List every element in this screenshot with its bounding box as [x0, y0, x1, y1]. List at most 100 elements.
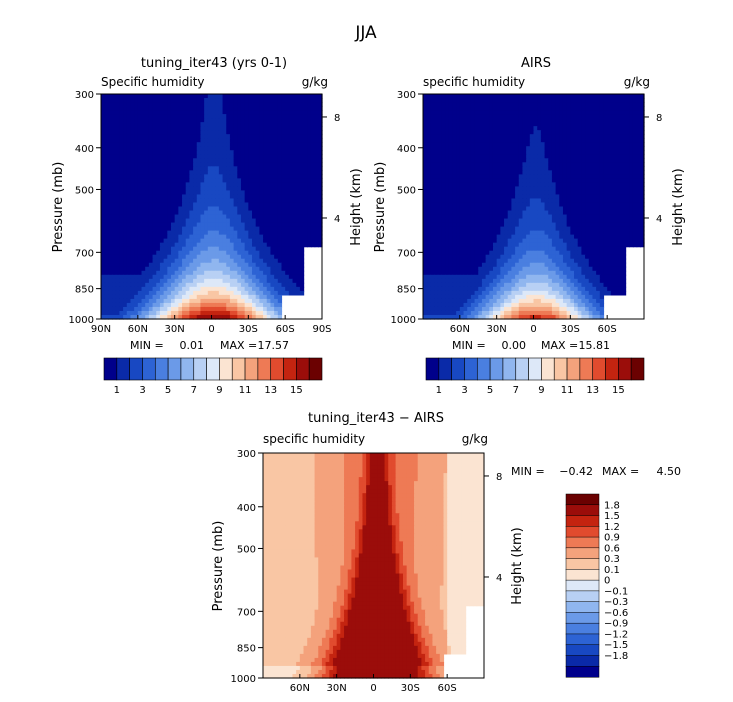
field-cell [299, 190, 305, 196]
field-cell [141, 302, 146, 308]
field-cell [189, 198, 194, 204]
field-cell [445, 94, 450, 99]
field-cell [423, 178, 428, 183]
field-cell [292, 274, 297, 280]
field-cell [119, 278, 124, 284]
field-cell [618, 190, 623, 196]
field-cell [288, 162, 294, 167]
field-cell [277, 166, 283, 171]
field-cell [610, 186, 616, 192]
field-cell [526, 94, 531, 99]
field-cell [555, 102, 560, 107]
field-cell [137, 182, 143, 188]
field-cell [167, 178, 172, 183]
field-cell [570, 130, 575, 135]
field-cell [504, 190, 509, 196]
field-cell [607, 190, 612, 196]
field-cell [459, 134, 465, 139]
field-cell [233, 190, 238, 196]
field-cell [303, 202, 308, 208]
field-cell [632, 94, 638, 99]
field-cell [296, 226, 301, 232]
field-cell [566, 142, 571, 147]
field-cell [445, 166, 450, 171]
field-cell [581, 166, 586, 171]
field-cell [266, 118, 272, 123]
field-cell [123, 194, 128, 200]
field-cell [551, 130, 557, 135]
field-cell [562, 102, 568, 107]
field-cell [207, 274, 213, 280]
field-cell [526, 142, 531, 147]
field-cell [266, 130, 272, 135]
field-cell [233, 222, 238, 228]
field-cell [474, 102, 479, 107]
field-cell [285, 122, 290, 127]
field-cell [178, 294, 183, 300]
field-cell [544, 98, 549, 103]
field-cell [126, 94, 132, 99]
field-cell [229, 170, 235, 175]
field-cell [277, 202, 283, 208]
field-cell [599, 174, 605, 179]
field-cell [607, 118, 612, 123]
field-cell [288, 282, 294, 288]
field-cell [189, 162, 194, 167]
x-tick-label: 60N [128, 324, 148, 335]
field-cell [551, 186, 557, 192]
field-cell [577, 198, 582, 204]
field-cell [540, 122, 546, 127]
field-cell [240, 106, 246, 111]
field-cell [244, 274, 249, 280]
field-cell [229, 110, 235, 115]
field-cell [614, 142, 619, 147]
field-cell [599, 110, 605, 115]
field-cell [196, 154, 202, 159]
field-cell [296, 166, 301, 171]
field-cell [193, 210, 198, 216]
field-cell [522, 98, 527, 103]
field-cell [215, 186, 220, 192]
field-cell [145, 214, 150, 220]
field-cell [470, 158, 476, 163]
field-cell [237, 310, 242, 316]
field-cell [145, 282, 150, 288]
field-cell [263, 242, 268, 248]
field-cell [215, 270, 220, 276]
field-cell [200, 286, 205, 292]
field-cell [577, 162, 582, 167]
field-cell [445, 122, 450, 127]
field-cell [474, 146, 479, 151]
field-cell [145, 110, 150, 115]
field-cell [426, 174, 431, 179]
field-cell [196, 230, 202, 236]
field-cell [434, 150, 439, 155]
field-cell [489, 150, 494, 155]
field-cell [193, 246, 198, 252]
field-cell [307, 170, 312, 175]
field-cell [588, 114, 594, 119]
field-cell [540, 166, 546, 171]
field-cell [112, 142, 117, 147]
field-cell [237, 262, 242, 268]
field-cell [189, 246, 194, 252]
field-cell [314, 234, 319, 240]
field-cell [148, 238, 154, 244]
field-cell [204, 286, 209, 292]
field-cell [452, 110, 457, 115]
field-cell [618, 150, 623, 155]
field-cell [193, 242, 198, 248]
field-cell [229, 266, 235, 272]
field-cell [263, 266, 268, 272]
field-cell [167, 250, 172, 256]
field-cell [119, 138, 124, 143]
field-cell [470, 138, 476, 143]
field-cell [445, 182, 450, 188]
field-cell [185, 290, 190, 296]
field-cell [555, 202, 560, 208]
field-cell [292, 246, 297, 252]
field-cell [603, 106, 608, 111]
field-cell [270, 206, 275, 212]
field-cell [123, 162, 128, 167]
field-cell [581, 182, 586, 188]
